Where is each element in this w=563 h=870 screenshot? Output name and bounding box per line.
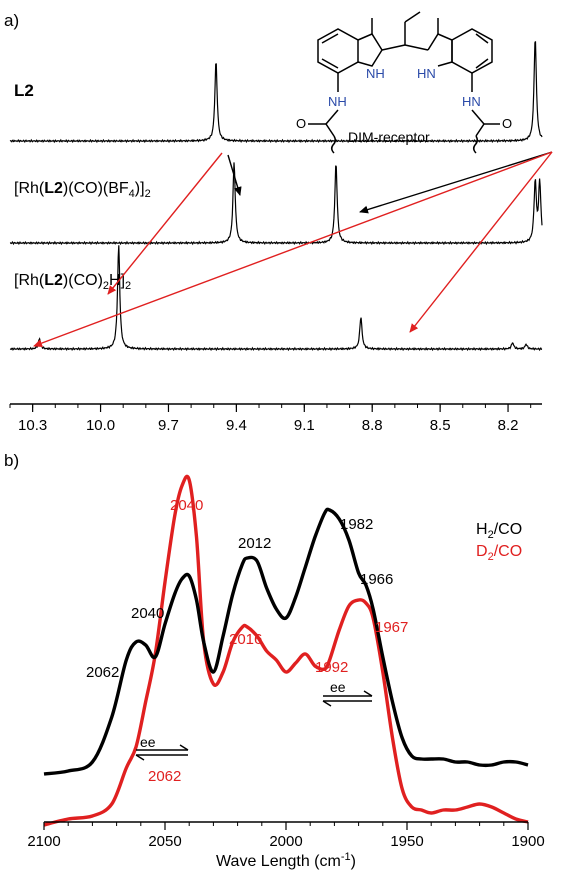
ee-label-right: ee [330, 679, 346, 695]
ir-x-axis: 2100 2050 2000 1950 1900 [27, 821, 545, 850]
nmr-tick-label: 10.0 [86, 417, 115, 434]
nmr-tick-label: 10.3 [18, 417, 47, 434]
dim-receptor-structure [308, 11, 500, 154]
ir-curves [43, 474, 529, 827]
hn-right-text: HN [417, 66, 436, 81]
nmr-tick-label: 8.5 [430, 417, 451, 434]
peak-label-h-1966: 1966 [360, 571, 393, 588]
ir-tick-label: 1900 [511, 833, 544, 850]
peak-label-h-2062: 2062 [86, 664, 119, 681]
ir-curve-h2co [43, 507, 529, 776]
o-right-text: O [502, 116, 512, 131]
arrow-red-3 [409, 151, 553, 333]
nmr-tick-label: 8.8 [362, 417, 383, 434]
assignment-arrows [33, 151, 553, 347]
equilibrium-left: ee [135, 734, 189, 761]
legend-h2co: H2/CO [476, 521, 522, 541]
nmr-trace-1 [9, 162, 543, 246]
ee-label-left: ee [140, 734, 156, 750]
nmr-trace-2 [9, 245, 543, 352]
arrow-red-2 [33, 151, 553, 347]
ir-tick-label: 2000 [269, 833, 302, 850]
nmr-tick-label: 9.1 [294, 417, 315, 434]
trace-label-rh-hydride: [Rh(L2)(CO)2H]2 [14, 272, 131, 292]
peak-label-h-2012: 2012 [238, 535, 271, 552]
nmr-tick-label: 8.2 [498, 417, 519, 434]
panel-b-label: b) [4, 451, 19, 470]
peak-annotations: 2062 2040 2012 1982 1966 2040 2016 1992 … [86, 497, 408, 785]
panel-b: b) H2/CO D2/CO 2062 2040 2012 1982 1966 … [4, 451, 545, 870]
ir-tick-label: 2050 [148, 833, 181, 850]
arrow-black-1 [227, 154, 242, 196]
peak-label-h-2040: 2040 [131, 605, 164, 622]
arrow-black-2 [359, 151, 553, 214]
peak-label-d-2062: 2062 [148, 768, 181, 785]
peak-label-h-1982: 1982 [340, 516, 373, 533]
equilibrium-right: ee [322, 679, 373, 707]
dim-receptor-labels: NH HN NH HN O O DIM-receptor [296, 66, 512, 145]
nh-left-text: NH [366, 66, 385, 81]
arrow-red-1 [107, 152, 223, 295]
ir-x-axis-title: Wave Length (cm-1) [216, 851, 356, 870]
nmr-tick-label: 9.7 [158, 417, 179, 434]
ir-tick-label: 2100 [27, 833, 60, 850]
panel-a-label: a) [4, 11, 19, 30]
peak-label-d-2016: 2016 [229, 631, 262, 648]
nmr-traces [9, 41, 543, 352]
hn-amide-right-text: HN [462, 94, 481, 109]
peak-label-d-2040: 2040 [170, 497, 203, 514]
legend-d2co: D2/CO [476, 543, 522, 563]
nmr-tick-label: 9.4 [226, 417, 247, 434]
nh-amide-left-text: NH [328, 94, 347, 109]
peak-label-d-1992: 1992 [315, 659, 348, 676]
o-left-text: O [296, 116, 306, 131]
nmr-trace-0 [9, 41, 543, 144]
peak-label-d-1967: 1967 [375, 619, 408, 636]
ir-tick-label: 1950 [390, 833, 423, 850]
trace-label-l2: L2 [14, 81, 34, 100]
nmr-x-axis: 10.3 10.0 9.7 9.4 9.1 8.8 8.5 8.2 [9, 403, 542, 434]
dim-receptor-caption: DIM-receptor [348, 129, 430, 145]
panel-a: a) L2 [Rh(L2)(CO)(BF4)]2 [Rh(L2)(CO)2H]2 [4, 11, 553, 434]
ir-curve-d2co [43, 474, 529, 827]
trace-label-rh-bf4: [Rh(L2)(CO)(BF4)]2 [14, 180, 151, 200]
